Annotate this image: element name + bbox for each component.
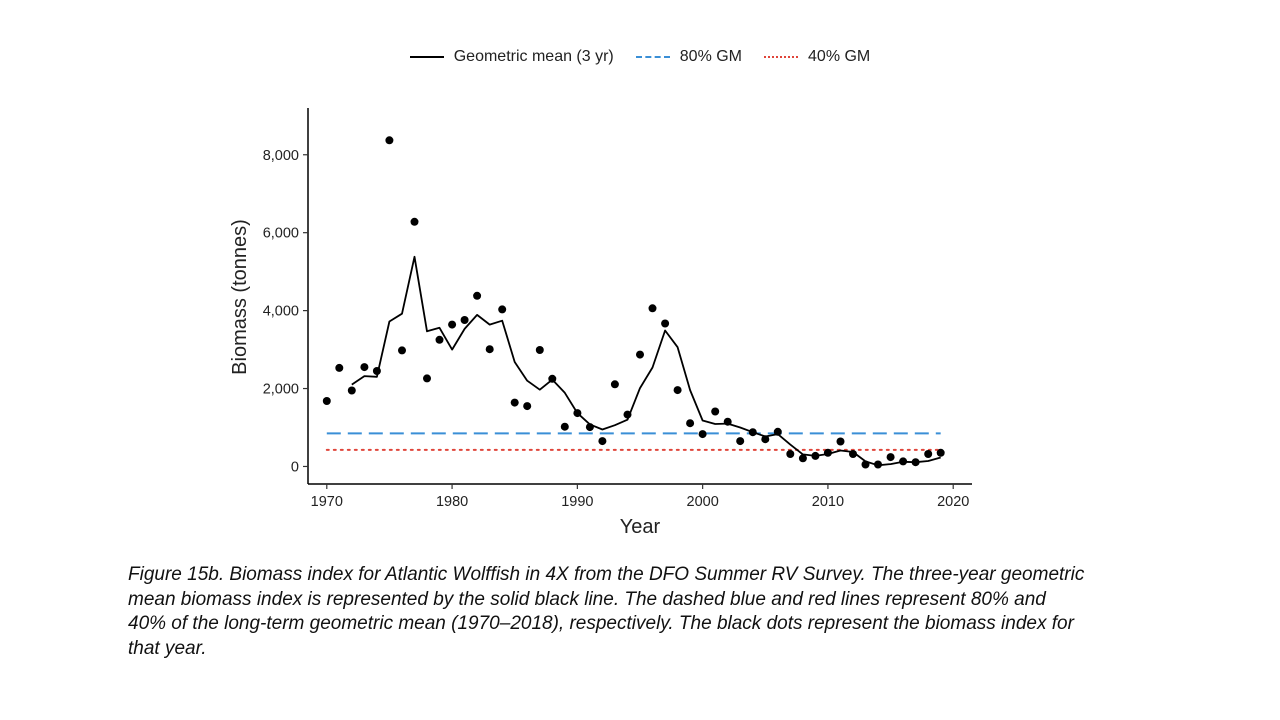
x-tick-label: 2000 bbox=[687, 494, 719, 510]
y-tick-label: 2,000 bbox=[263, 382, 299, 398]
biomass-point bbox=[673, 386, 682, 395]
legend-item-geometric-mean: Geometric mean (3 yr) bbox=[409, 48, 614, 66]
biomass-point bbox=[573, 409, 582, 418]
biomass-point bbox=[748, 428, 757, 437]
biomass-point bbox=[899, 457, 908, 466]
x-tick-label: 2020 bbox=[937, 494, 969, 510]
biomass-point bbox=[372, 367, 381, 375]
biomass-point bbox=[347, 386, 356, 395]
biomass-point bbox=[711, 407, 720, 416]
biomass-point bbox=[435, 335, 444, 344]
biomass-point bbox=[874, 460, 882, 469]
x-tick-label: 1980 bbox=[436, 494, 468, 510]
biomass-point bbox=[786, 450, 795, 458]
biomass-point bbox=[460, 316, 469, 324]
biomass-point bbox=[623, 410, 632, 419]
biomass-point bbox=[836, 437, 845, 446]
biomass-point bbox=[686, 419, 695, 428]
legend-label-40-gm: 40% GM bbox=[808, 48, 871, 65]
biomass-point bbox=[485, 345, 494, 354]
biomass-point bbox=[736, 437, 745, 446]
biomass-point bbox=[560, 422, 569, 431]
biomass-point bbox=[585, 423, 594, 432]
chart-legend: Geometric mean (3 yr) 80% GM 40% GM bbox=[0, 44, 1280, 70]
y-tick-label: 6,000 bbox=[263, 226, 299, 242]
biomass-point bbox=[849, 450, 857, 458]
biomass-point bbox=[661, 319, 670, 328]
biomass-point bbox=[798, 454, 807, 463]
biomass-point bbox=[410, 217, 419, 226]
biomass-point bbox=[510, 398, 519, 407]
biomass-point bbox=[924, 450, 933, 458]
y-tick-label: 4,000 bbox=[263, 304, 299, 320]
chart-area: 0 2,000 4,000 6,000 8,000 1970 1980 1990 2000 201… bbox=[229, 108, 972, 538]
biomass-point bbox=[698, 430, 707, 439]
biomass-point bbox=[548, 374, 557, 383]
biomass-point bbox=[598, 437, 607, 446]
legend-key-solid-line bbox=[409, 56, 444, 58]
biomass-point bbox=[498, 305, 507, 314]
biomass-point bbox=[886, 453, 895, 462]
biomass-point bbox=[823, 448, 832, 457]
legend-key-dotted-line bbox=[764, 56, 799, 58]
biomass-point bbox=[723, 417, 732, 426]
biomass-point bbox=[448, 320, 457, 329]
biomass-point bbox=[773, 427, 782, 436]
y-axis-title: Biomass (tonnes) bbox=[229, 219, 251, 375]
biomass-point bbox=[385, 136, 394, 145]
y-tick-label: 0 bbox=[291, 459, 299, 475]
figure-caption: Figure 15b. Biomass index for Atlantic W… bbox=[128, 564, 1085, 659]
biomass-point bbox=[473, 291, 482, 300]
biomass-point bbox=[648, 304, 657, 313]
legend-label-geometric-mean: Geometric mean (3 yr) bbox=[453, 48, 614, 65]
biomass-point bbox=[322, 397, 331, 405]
legend-label-80-gm: 80% GM bbox=[679, 48, 743, 65]
biomass-point bbox=[398, 346, 406, 355]
x-tick-label: 1970 bbox=[311, 494, 343, 510]
legend-item-40-gm: 40% GM bbox=[764, 48, 870, 66]
biomass-point bbox=[535, 346, 544, 354]
biomass-point bbox=[636, 350, 644, 359]
biomass-point bbox=[911, 458, 920, 467]
geometric-mean-line bbox=[351, 255, 941, 467]
biomass-point bbox=[335, 363, 344, 372]
biomass-point bbox=[360, 363, 369, 372]
y-tick-label: 8,000 bbox=[263, 148, 299, 164]
biomass-point bbox=[423, 374, 431, 383]
biomass-point bbox=[861, 460, 870, 469]
x-axis-title: Year bbox=[620, 516, 661, 538]
biomass-point bbox=[610, 380, 619, 389]
x-tick-label: 2010 bbox=[812, 494, 844, 510]
biomass-point bbox=[761, 435, 770, 444]
legend-key-dashed-line bbox=[635, 56, 670, 58]
x-tick-label: 1990 bbox=[561, 494, 593, 510]
biomass-point bbox=[936, 448, 945, 457]
legend-item-80-gm: 80% GM bbox=[635, 48, 743, 66]
biomass-point bbox=[811, 451, 820, 460]
biomass-point bbox=[523, 402, 532, 411]
